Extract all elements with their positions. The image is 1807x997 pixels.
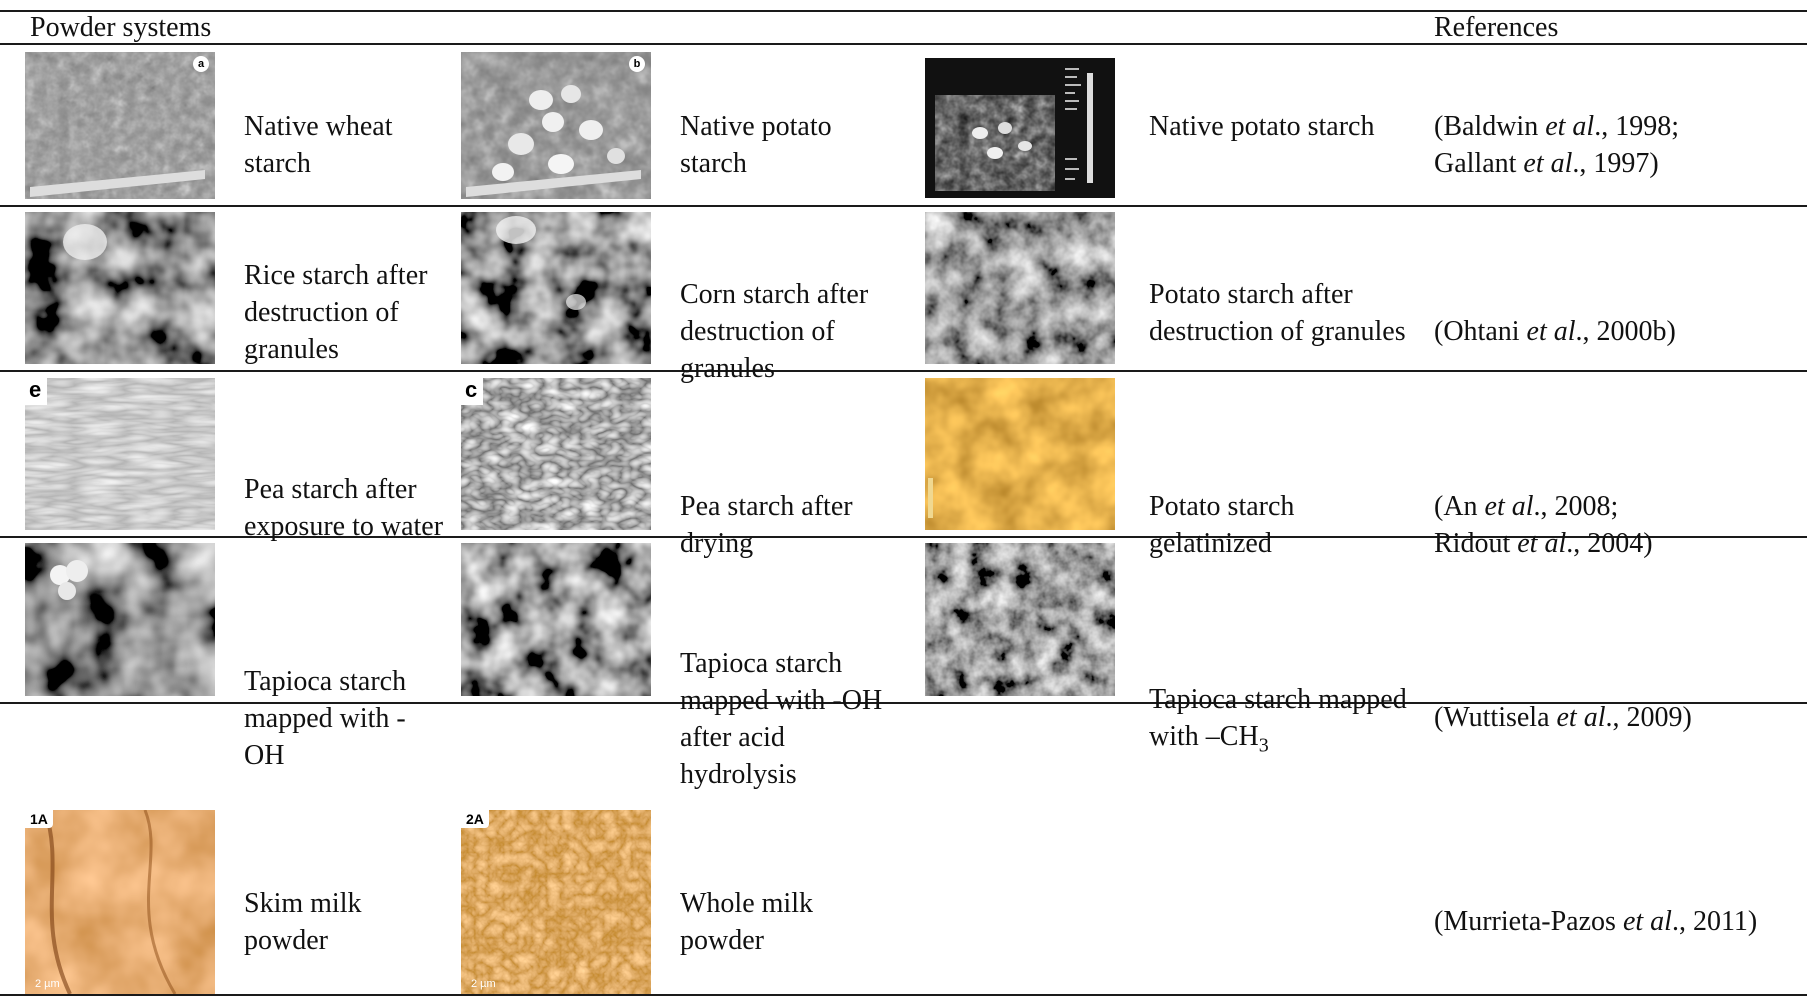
caption-native-potato-starch-1: Native potato starch: [680, 111, 832, 179]
afm-image-pea-starch-water: e: [25, 378, 215, 530]
reference-line: (An et al., 2008;: [1434, 491, 1619, 522]
header-references: References: [1434, 12, 1559, 43]
reference-row-3: (An et al., 2008; Ridout et al., 2004): [1434, 488, 1653, 562]
afm-image-tapioca-oh: [25, 543, 215, 696]
image-tag-b: b: [629, 56, 645, 72]
afm-3d-image-native-potato-starch: [925, 58, 1115, 198]
image-tag-e: e: [25, 378, 48, 405]
image-tag-2a: 2A: [461, 810, 489, 828]
reference-line: (Baldwin et al., 1998;: [1434, 111, 1679, 142]
caption-tapioca-oh: Tapioca starch mapped with -OH: [244, 666, 407, 771]
reference-row-2: (Ohtani et al., 2000b): [1434, 313, 1676, 350]
reference-row-1: (Baldwin et al., 1998; Gallant et al., 1…: [1434, 108, 1679, 182]
reference-row-4: (Wuttisela et al., 2009): [1434, 699, 1692, 736]
reference-line: (Wuttisela et al., 2009): [1434, 702, 1692, 733]
afm-image-potato-starch-destroyed: [925, 212, 1115, 364]
table-top-rule: [0, 10, 1807, 12]
caption-whole-milk: Whole milk powder: [680, 888, 813, 956]
reference-line: (Murrieta-Pazos et al., 2011): [1434, 906, 1758, 937]
afm-image-whole-milk: 2A 2 µm: [461, 810, 651, 994]
afm-image-skim-milk: 1A 2 µm: [25, 810, 215, 994]
scale-bar-label: 2 µm: [471, 978, 496, 990]
afm-image-native-wheat-starch: a: [25, 52, 215, 199]
row-rule-4: [0, 702, 1807, 704]
caption-native-potato-starch-2: Native potato starch: [1149, 111, 1375, 142]
image-tag-c: c: [461, 378, 484, 405]
caption-skim-milk: Skim milk powder: [244, 888, 362, 956]
header-powder-systems: Powder systems: [30, 12, 212, 43]
afm-image-tapioca-ch3: [925, 543, 1115, 696]
caption-rice-starch: Rice starch after destruction of granule…: [244, 260, 428, 365]
afm-image-tapioca-oh-acid: [461, 543, 651, 696]
reference-line: (Ohtani et al., 2000b): [1434, 316, 1676, 347]
afm-image-pea-starch-drying: c: [461, 378, 651, 530]
caption-pea-starch-water: Pea starch after exposure to water: [244, 474, 444, 542]
afm-image-corn-starch: [461, 212, 651, 364]
afm-image-potato-starch-gelatinized: [925, 378, 1115, 530]
caption-tapioca-oh-acid: Tapioca starch mapped with -OH after aci…: [680, 648, 883, 790]
image-tag-a: a: [193, 56, 209, 72]
caption-tapioca-ch3: Tapioca starch mapped with –CH3: [1149, 684, 1407, 757]
caption-potato-starch-gelatinized: Potato starch gelatinized: [1149, 491, 1295, 559]
row-rule-3: [0, 536, 1807, 538]
header-bottom-rule: [0, 43, 1807, 45]
scale-bar-label: 2 µm: [35, 978, 60, 990]
afm-image-native-potato-starch-b: b: [461, 52, 651, 199]
row-rule-1: [0, 205, 1807, 207]
table-bottom-rule: [0, 994, 1807, 996]
row-rule-2: [0, 370, 1807, 372]
afm-image-rice-starch: [25, 212, 215, 364]
reference-line: Gallant et al., 1997): [1434, 148, 1659, 179]
caption-corn-starch: Corn starch after destruction of granule…: [680, 279, 869, 384]
reference-row-5: (Murrieta-Pazos et al., 2011): [1434, 903, 1757, 940]
caption-native-wheat-starch: Native wheat starch: [244, 111, 393, 179]
caption-pea-starch-drying: Pea starch after drying: [680, 491, 853, 559]
reference-line: Ridout et al., 2004): [1434, 528, 1653, 559]
image-tag-1a: 1A: [25, 810, 53, 828]
caption-potato-starch-destroyed: Potato starch after destruction of granu…: [1149, 279, 1406, 347]
